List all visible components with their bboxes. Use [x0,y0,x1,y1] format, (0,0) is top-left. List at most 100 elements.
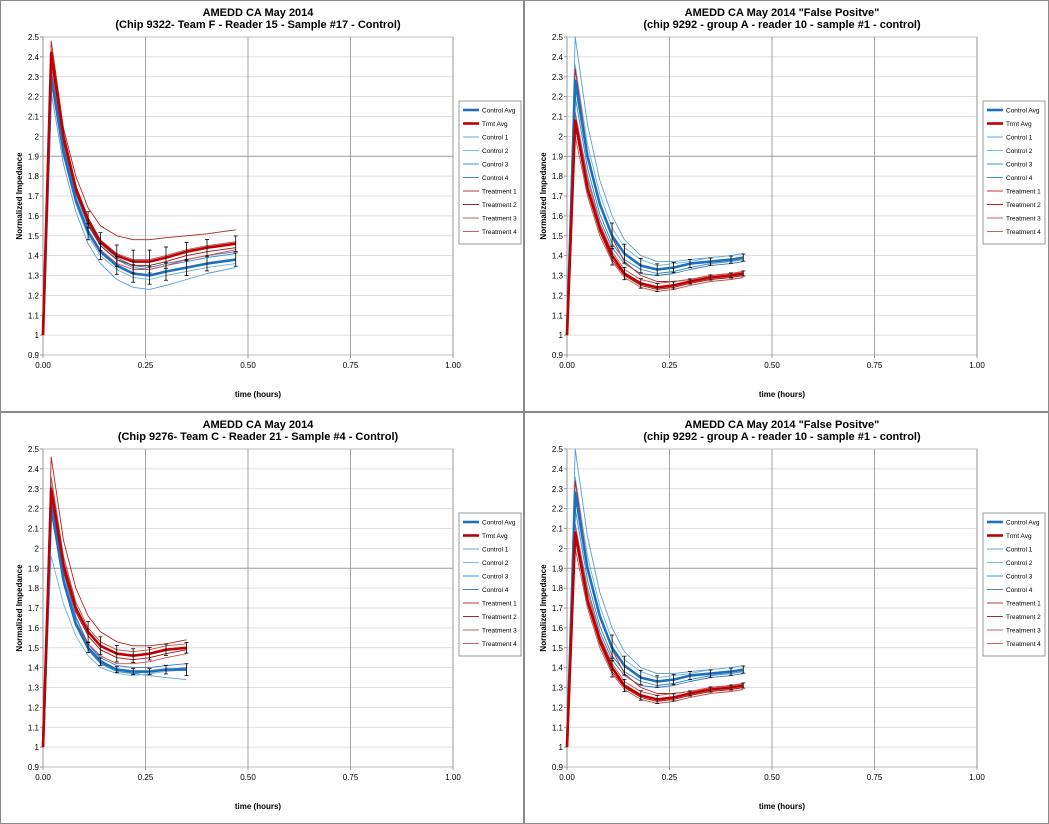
y-tick-label: 1.7 [552,192,564,201]
y-tick-label: 1.2 [28,703,40,712]
y-tick-label: 2 [559,132,564,141]
legend-label: Treatment 2 [1006,202,1041,209]
legend-label: Treatment 3 [482,628,517,635]
x-axis-label: time (hours) [759,802,806,811]
chart-svg: AMEDD CA May 2014 "False Positve"(chip 9… [539,7,1046,399]
x-tick-label: 0.25 [662,773,678,782]
legend-label: Treatment 3 [1006,628,1041,635]
y-axis-label: Normalized Impedance [539,564,548,652]
y-tick-label: 2.5 [28,33,40,42]
y-tick-label: 1.7 [552,604,564,613]
y-tick-label: 2.3 [28,485,40,494]
y-tick-label: 1.9 [28,564,40,573]
x-tick-label: 1.00 [445,361,461,370]
legend-label: Control Avg [1006,108,1040,115]
y-tick-label: 2.5 [552,33,564,42]
y-tick-label: 2 [35,544,40,553]
y-tick-label: 1.8 [552,584,564,593]
y-tick-label: 2.4 [552,53,564,62]
legend-label: Control 4 [482,175,509,182]
legend-label: Control 2 [1006,560,1033,567]
x-tick-label: 1.00 [969,773,985,782]
y-tick-label: 2.1 [28,525,40,534]
legend-label: Treatment 1 [1006,601,1041,608]
legend-label: Trmt Avg [1006,533,1032,540]
y-tick-label: 1.2 [28,291,40,300]
legend-label: Trmt Avg [1006,121,1032,128]
y-tick-label: 1.3 [552,684,564,693]
chart-subtitle: (Chip 9276- Team C - Reader 21 - Sample … [118,431,399,443]
chart-subtitle: (Chip 9322- Team F - Reader 15 - Sample … [115,19,401,31]
y-tick-label: 2.4 [28,53,40,62]
series-line [566,112,744,336]
y-tick-label: 1.4 [552,252,564,261]
y-tick-label: 1.8 [28,584,40,593]
y-tick-label: 2 [559,544,564,553]
y-tick-label: 1.8 [28,172,40,181]
x-tick-label: 0.50 [764,361,780,370]
x-tick-label: 0.00 [35,773,51,782]
y-tick-label: 0.9 [552,351,564,360]
legend-box [982,100,1046,245]
chart-svg: AMEDD CA May 2014(Chip 9276- Team C - Re… [15,419,522,811]
legend-label: Treatment 4 [482,641,517,648]
chart-panel-3: AMEDD CA May 2014 (Chip 9276- Team C - Re… [0,412,524,824]
x-tick-label: 0.00 [35,361,51,370]
legend-label: Treatment 2 [482,614,517,621]
chart-subtitle: (chip 9292 - group A - reader 10 - sampl… [643,19,921,31]
x-tick-label: 1.00 [969,361,985,370]
chart-svg: AMEDD CA May 2014(Chip 9322- Team F - Re… [15,7,522,399]
y-tick-label: 0.9 [552,763,564,772]
x-tick-label: 0.00 [559,361,575,370]
x-tick-label: 1.00 [445,773,461,782]
y-tick-label: 1.5 [552,644,564,653]
y-tick-label: 2.3 [28,73,40,82]
y-tick-label: 1 [35,743,40,752]
y-tick-label: 2.1 [552,525,564,534]
x-axis-label: time (hours) [235,390,282,399]
y-tick-label: 1.2 [552,703,564,712]
y-tick-label: 1.4 [552,664,564,673]
y-tick-label: 1 [559,331,564,340]
legend-label: Treatment 4 [1006,229,1041,236]
legend-label: Control 3 [1006,574,1033,581]
legend-label: Control Avg [482,520,516,527]
y-tick-label: 2.2 [28,93,40,102]
y-tick-label: 1.6 [552,212,564,221]
series-line [42,456,187,748]
legend-label: Treatment 1 [482,189,517,196]
y-tick-label: 1.4 [28,664,40,673]
y-tick-label: 1.6 [552,624,564,633]
legend-label: Control 2 [482,560,509,567]
legend-label: Treatment 4 [482,229,517,236]
x-tick-label: 0.75 [343,361,359,370]
y-tick-label: 2.1 [552,113,564,122]
x-tick-label: 0.25 [138,773,154,782]
y-tick-label: 1.1 [28,723,40,732]
series-line [566,524,744,748]
legend-label: Control 3 [482,162,509,169]
legend-label: Control 4 [1006,175,1033,182]
legend-label: Control 3 [1006,162,1033,169]
y-tick-label: 1.7 [28,192,40,201]
y-tick-label: 2.2 [28,505,40,514]
legend-label: Treatment 2 [482,202,517,209]
y-tick-label: 1.5 [28,644,40,653]
legend-label: Control 1 [1006,547,1033,554]
x-tick-label: 0.25 [662,361,678,370]
chart-title: AMEDD CA May 2014 [203,7,315,19]
y-tick-label: 0.9 [28,351,40,360]
legend-label: Treatment 3 [1006,216,1041,223]
legend-box [458,100,522,245]
legend-label: Control 4 [482,587,509,594]
y-tick-label: 1.5 [28,232,40,241]
y-tick-label: 1 [559,743,564,752]
y-tick-label: 2.4 [28,465,40,474]
legend-label: Trmt Avg [482,533,508,540]
x-tick-label: 0.50 [240,361,256,370]
chart-panel-2: AMEDD CA May 2014 "False Positve" (chip 9… [524,0,1049,412]
legend-label: Control 1 [482,135,509,142]
y-tick-label: 0.9 [28,763,40,772]
y-axis-label: Normalized Impedance [539,152,548,240]
y-tick-label: 1.2 [552,291,564,300]
